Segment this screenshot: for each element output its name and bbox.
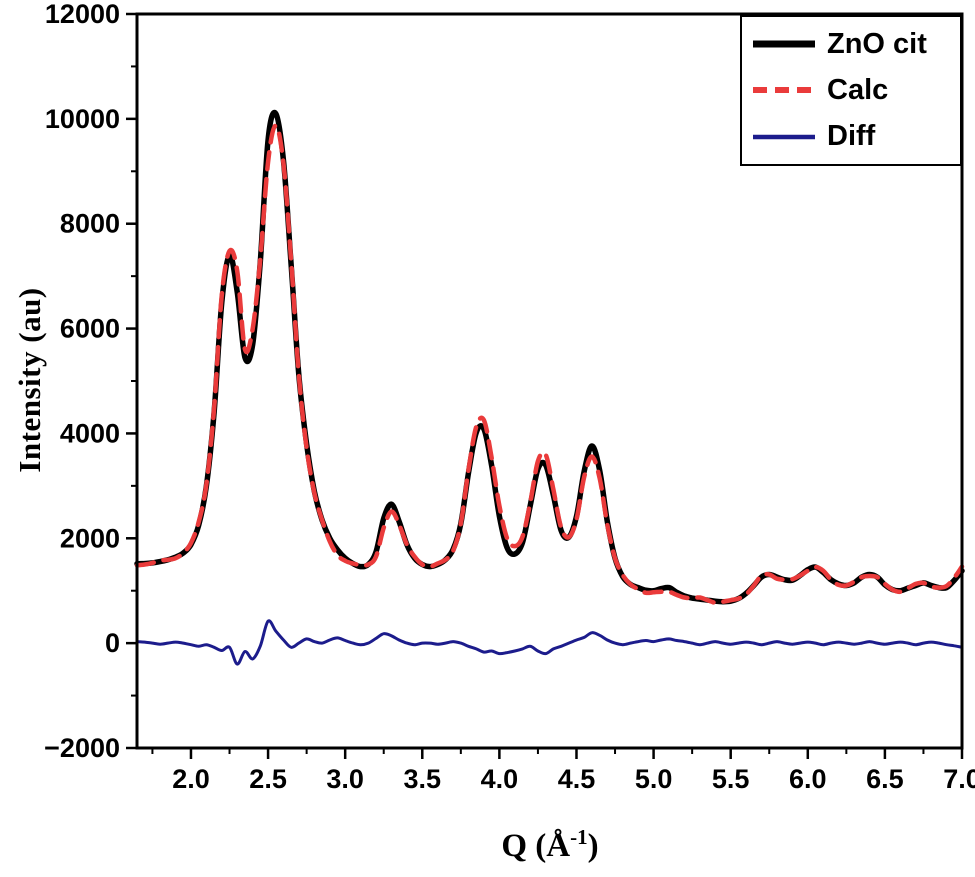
x-axis-label: Q (Å-1) bbox=[501, 825, 598, 865]
series-line-calc bbox=[134, 123, 965, 606]
x-axis-tick-label: 3.5 bbox=[404, 764, 442, 794]
y-axis-tick-label: 4000 bbox=[60, 418, 120, 448]
legend-item-calc: Calc bbox=[750, 74, 960, 107]
y-axis-tick-label: 12000 bbox=[45, 0, 120, 29]
y-axis-tick-label: 2000 bbox=[60, 523, 120, 553]
x-axis-tick-label: 5.0 bbox=[635, 764, 673, 794]
x-axis-tick-label: 2.0 bbox=[172, 764, 210, 794]
legend-line-sample-diff bbox=[753, 134, 815, 140]
x-axis-tick-label: 5.5 bbox=[712, 764, 750, 794]
y-axis-tick-label: 10000 bbox=[45, 104, 120, 134]
legend-line-sample-zno-cit bbox=[753, 40, 815, 48]
x-axis-tick-label: 3.0 bbox=[326, 764, 364, 794]
plot-frame bbox=[135, 12, 964, 750]
y-axis-label: Intensity (au) bbox=[12, 287, 47, 473]
x-axis-label-close: ) bbox=[587, 828, 599, 864]
y-axis-tick-label: −2000 bbox=[44, 733, 120, 763]
y-axis-tick-label: 0 bbox=[105, 628, 120, 658]
x-axis-tick-label: 6.5 bbox=[866, 764, 904, 794]
legend-label-calc: Calc bbox=[827, 73, 889, 106]
x-axis-label-text: Q (Å bbox=[501, 828, 571, 864]
x-axis-tick-label: 7.0 bbox=[943, 764, 975, 794]
x-axis-tick-label: 4.5 bbox=[558, 764, 596, 794]
x-axis-label-superscript: -1 bbox=[570, 825, 588, 849]
legend-item-zno-cit: ZnO cit bbox=[750, 28, 960, 61]
x-axis-tick-label: 4.0 bbox=[481, 764, 519, 794]
x-axis-tick-label: 6.0 bbox=[789, 764, 827, 794]
legend-label-zno-cit: ZnO cit bbox=[827, 27, 927, 60]
y-axis-tick-label: 6000 bbox=[60, 314, 120, 344]
series-line-zno-cit bbox=[134, 109, 965, 605]
legend: ZnO cit Calc Diff bbox=[740, 15, 962, 166]
legend-item-diff: Diff bbox=[750, 120, 960, 153]
y-axis-tick-label: 8000 bbox=[60, 209, 120, 239]
series-line-diff bbox=[135, 619, 964, 666]
x-axis-tick-label: 2.5 bbox=[249, 764, 287, 794]
legend-line-sample-calc bbox=[753, 87, 815, 94]
legend-label-diff: Diff bbox=[827, 120, 876, 153]
